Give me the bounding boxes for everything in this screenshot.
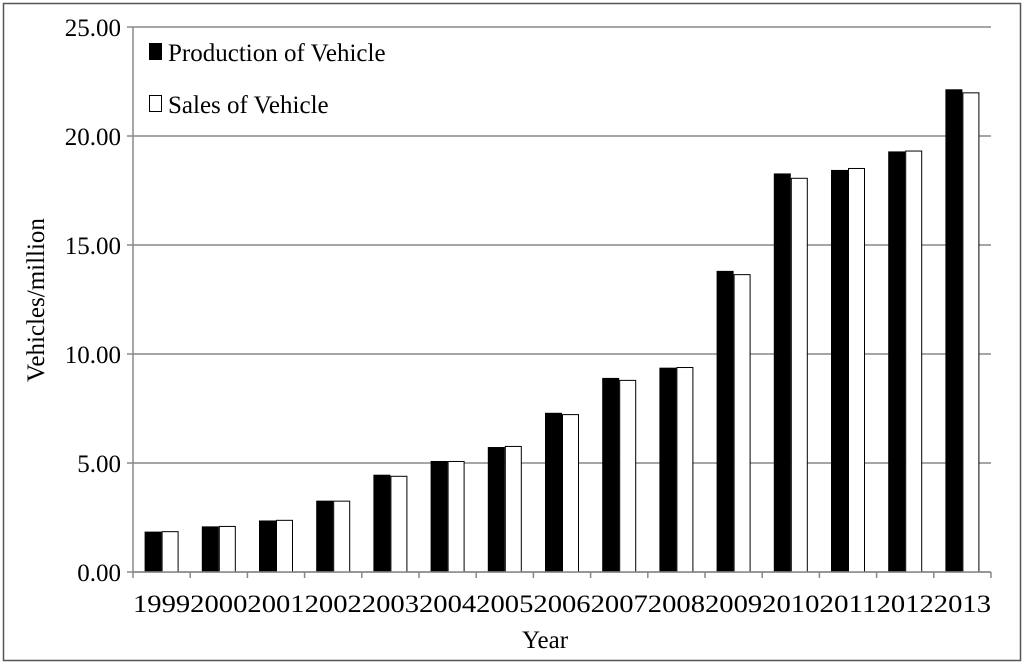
bar-sales-2007	[619, 379, 637, 573]
x-tick-label: 2000	[190, 591, 247, 618]
bar-production-2010	[773, 173, 791, 573]
x-tick-label: 2012	[877, 591, 934, 618]
x-tick-label: 2003	[362, 591, 419, 618]
bar-sales-1999	[161, 531, 179, 573]
y-tick-label: 15.00	[65, 233, 121, 260]
bar-sales-2000	[218, 525, 236, 573]
x-tick-label: 2009	[705, 591, 762, 618]
bar-production-2013	[945, 89, 963, 573]
legend-swatch-sales	[149, 95, 162, 112]
legend-label-sales: Sales of Vehicle	[168, 92, 329, 119]
x-tick-label: 2001	[247, 591, 304, 618]
bar-production-2007	[602, 377, 620, 573]
legend: Production of Vehicle Sales of Vehicle	[149, 40, 386, 119]
bar-sales-2013	[962, 92, 980, 573]
legend-swatch-production	[149, 43, 162, 60]
bar-sales-2002	[333, 500, 351, 573]
bar-production-2009	[716, 270, 734, 573]
bar-sales-2004	[447, 460, 465, 573]
bar-sales-2006	[562, 414, 579, 573]
bar-production-2004	[430, 460, 448, 573]
bar-sales-2003	[390, 475, 408, 573]
bar-production-2003	[373, 474, 391, 573]
bar-sales-2012	[905, 150, 923, 573]
x-tick-label: 2010	[762, 591, 819, 618]
bar-production-2011	[831, 169, 848, 573]
y-tick-label: 25.00	[65, 15, 121, 42]
legend-label-production: Production of Vehicle	[168, 40, 386, 67]
bar-sales-2010	[790, 177, 808, 573]
x-tick-label: 2006	[533, 591, 590, 618]
bar-production-2002	[316, 500, 334, 573]
bar-production-2005	[487, 447, 505, 573]
x-tick-label: 2005	[476, 591, 533, 618]
bar-production-2008	[659, 367, 677, 573]
y-axis-label: Vehicles/million	[23, 218, 50, 382]
y-tick-label: 0.00	[77, 560, 121, 587]
bar-sales-2008	[676, 367, 694, 573]
x-tick-label: 2011	[819, 591, 876, 618]
x-tick-label: 2004	[419, 591, 477, 618]
bar-sales-2011	[848, 167, 865, 573]
x-tick-label: 1999	[133, 591, 190, 618]
bar-production-2001	[259, 520, 276, 573]
x-axis-label: Year	[522, 627, 569, 654]
bar-production-1999	[144, 531, 162, 573]
bar-sales-2005	[504, 445, 522, 573]
y-tick-label: 5.00	[77, 451, 121, 478]
y-tick-label: 10.00	[65, 342, 121, 369]
bar-production-2012	[888, 151, 906, 573]
x-tick-label: 2002	[305, 591, 362, 618]
x-tick-label: 2013	[934, 591, 991, 618]
x-tick-label: 2007	[591, 591, 648, 618]
y-tick-label: 20.00	[65, 124, 121, 151]
bar-sales-2009	[733, 274, 751, 573]
x-tick-label: 2008	[648, 591, 705, 618]
bar-production-2000	[201, 526, 219, 573]
bar-sales-2001	[276, 519, 293, 573]
bar-production-2006	[545, 412, 562, 573]
